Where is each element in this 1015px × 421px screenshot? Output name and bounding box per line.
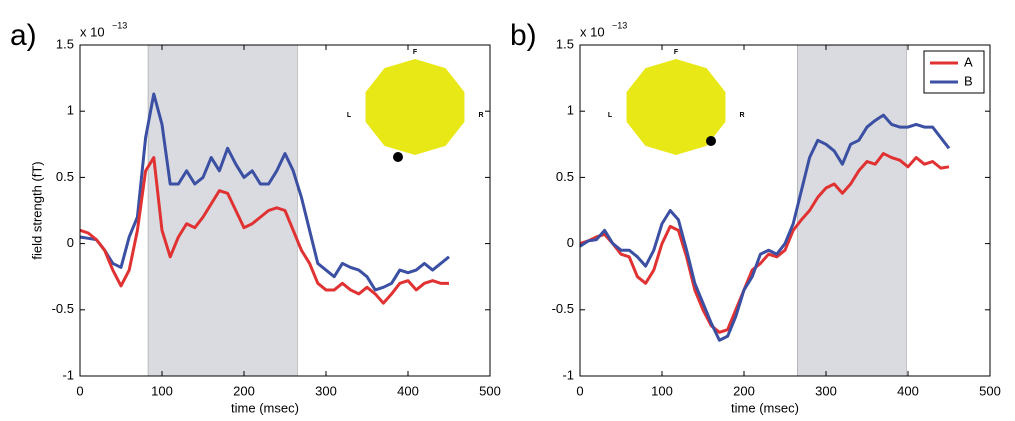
x-tick-label: 0 [76,383,83,398]
y-axis-label: field strength (fT) [29,161,44,259]
series-line [579,152,950,334]
shaded-window [147,44,298,377]
series-line [79,92,450,292]
y-tick-label: -1 [62,367,74,382]
legend-box [923,50,985,94]
y-tick-label: 1 [67,103,74,118]
x-tick-label: 400 [397,383,419,398]
y-multiplier: x 10 [580,24,605,39]
axes-frame [579,44,991,377]
x-tick-label: 400 [897,383,919,398]
y-tick-label: 1.5 [556,36,574,51]
x-tick-label: 100 [151,383,173,398]
legend-label: B [964,73,973,88]
legend-label: A [964,54,973,69]
inset-label: L [347,112,352,119]
series-line [579,113,951,342]
y-multiplier-exponent: −13 [112,20,127,30]
inset-label: F [674,49,679,56]
x-axis-label: time (msec) [731,400,799,415]
panel-label: b) [510,19,537,52]
x-tick-label: 300 [815,383,837,398]
inset-label: R [739,112,744,119]
inset-label: L [608,112,613,119]
x-tick-label: 500 [479,383,501,398]
y-tick-label: 1.5 [56,36,74,51]
panel-label: a) [10,19,37,52]
head-map [365,59,465,155]
y-tick-label: 1 [567,103,574,118]
x-tick-label: 0 [576,383,583,398]
axes-frame [79,44,491,377]
y-multiplier: x 10 [80,24,105,39]
y-tick-label: 0.5 [556,169,574,184]
x-tick-label: 500 [979,383,1001,398]
y-tick-label: -0.5 [552,301,574,316]
x-axis-label: time (msec) [231,400,299,415]
sensor-dot [393,152,403,162]
y-tick-label: 0.5 [56,169,74,184]
inset-label: R [478,112,483,119]
head-map [626,59,726,155]
shaded-window [796,44,907,377]
legend: AB [923,50,985,94]
y-tick-label: 0 [67,235,74,250]
x-tick-label: 300 [315,383,337,398]
y-tick-label: -0.5 [52,301,74,316]
x-tick-label: 200 [233,383,255,398]
y-tick-label: -1 [562,367,574,382]
inset-label: F [413,49,418,56]
sensor-dot [706,136,716,146]
x-tick-label: 100 [651,383,673,398]
y-multiplier-exponent: −13 [612,20,627,30]
x-tick-label: 200 [733,383,755,398]
y-tick-label: 0 [567,235,574,250]
series-line [79,156,449,305]
